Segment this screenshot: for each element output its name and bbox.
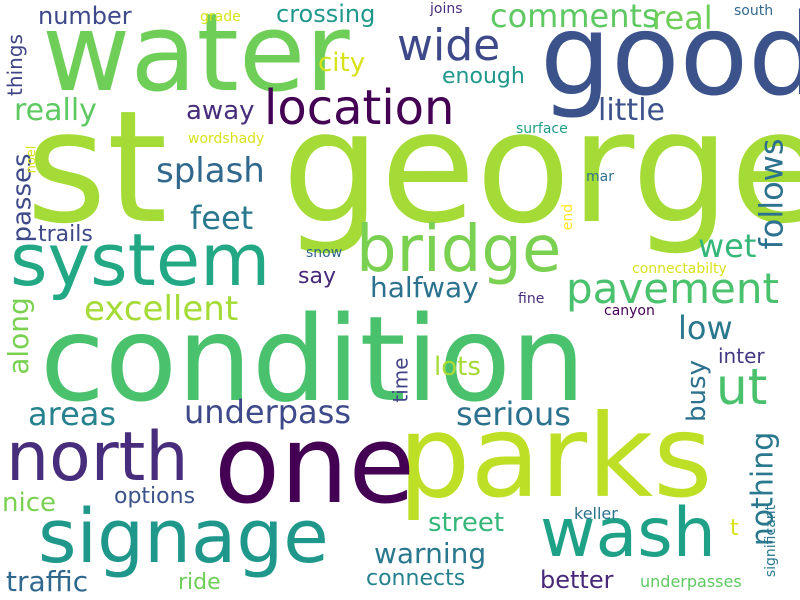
word-north: north xyxy=(6,418,189,497)
word-end: end xyxy=(560,203,577,231)
word-comments: comments xyxy=(490,0,659,35)
word-south: south xyxy=(734,3,774,19)
word-ride: ride xyxy=(178,570,221,595)
word-options: options xyxy=(114,484,196,509)
word-traffic: traffic xyxy=(6,565,89,598)
word-real: real xyxy=(652,0,713,37)
word-george: george xyxy=(282,77,800,258)
word-trails: trails xyxy=(38,222,93,247)
word-enough: enough xyxy=(442,64,525,89)
word-time: time xyxy=(388,357,413,403)
word-one: one xyxy=(214,403,415,528)
word-serious: serious xyxy=(456,395,571,433)
word-t: t xyxy=(730,516,739,541)
word-busy: busy xyxy=(681,360,712,422)
word-nice: nice xyxy=(2,488,56,518)
word-bridge: bridge xyxy=(356,213,562,287)
word-wide: wide xyxy=(397,20,501,71)
word-fine: fine xyxy=(518,291,545,307)
word-mar: mar xyxy=(586,169,614,185)
word-little: little xyxy=(598,93,665,128)
word-areas: areas xyxy=(28,395,117,433)
word-connects: connects xyxy=(366,566,466,591)
word-feet: feet xyxy=(190,199,254,237)
word-joins: joins xyxy=(430,1,463,17)
word-splash: splash xyxy=(156,151,265,191)
word-away: away xyxy=(186,96,255,126)
word-parks: parks xyxy=(398,390,713,523)
word-water: water xyxy=(42,0,350,116)
word-halfway: halfway xyxy=(370,271,479,304)
word-surface: surface xyxy=(516,121,568,137)
word-ut: ut xyxy=(716,358,768,416)
word-underpasses: underpasses xyxy=(640,572,742,591)
word-along: along xyxy=(1,297,35,375)
word-crossing: crossing xyxy=(276,0,376,28)
word-location: location xyxy=(264,80,455,136)
word-signage: signage xyxy=(38,494,329,580)
word-city: city xyxy=(318,48,366,78)
word-really: really xyxy=(14,93,97,128)
word-say: say xyxy=(298,264,336,289)
word-warning: warning xyxy=(374,537,487,570)
word-things: things xyxy=(2,34,27,96)
word-wash: wash xyxy=(540,494,716,573)
word-system: system xyxy=(10,218,271,302)
word-wordshady: wordshady xyxy=(188,131,265,147)
word-street: street xyxy=(428,508,505,538)
word-connectabilty: connectabilty xyxy=(632,261,727,277)
word-snow: snow xyxy=(306,245,343,261)
word-condition: condition xyxy=(40,290,586,428)
word-excellent: excellent xyxy=(84,289,239,329)
word-number: number xyxy=(38,2,132,30)
word-underpass: underpass xyxy=(184,393,351,431)
word-wet: wet xyxy=(698,227,757,265)
word-canyon: canyon xyxy=(604,303,655,319)
word-grade: grade xyxy=(200,9,241,25)
word-pavement: pavement xyxy=(566,264,779,313)
word-significant: significant xyxy=(763,504,780,578)
word-follows: follows xyxy=(752,138,791,250)
word-good: good xyxy=(540,0,800,121)
word-low: low xyxy=(678,309,733,347)
word-noel: noel xyxy=(24,145,40,174)
word-lots: lots xyxy=(434,352,481,382)
word-better: better xyxy=(540,566,614,594)
word-st: st xyxy=(26,77,168,258)
word-keller: keller xyxy=(574,504,618,523)
word-inter: inter xyxy=(718,344,765,368)
